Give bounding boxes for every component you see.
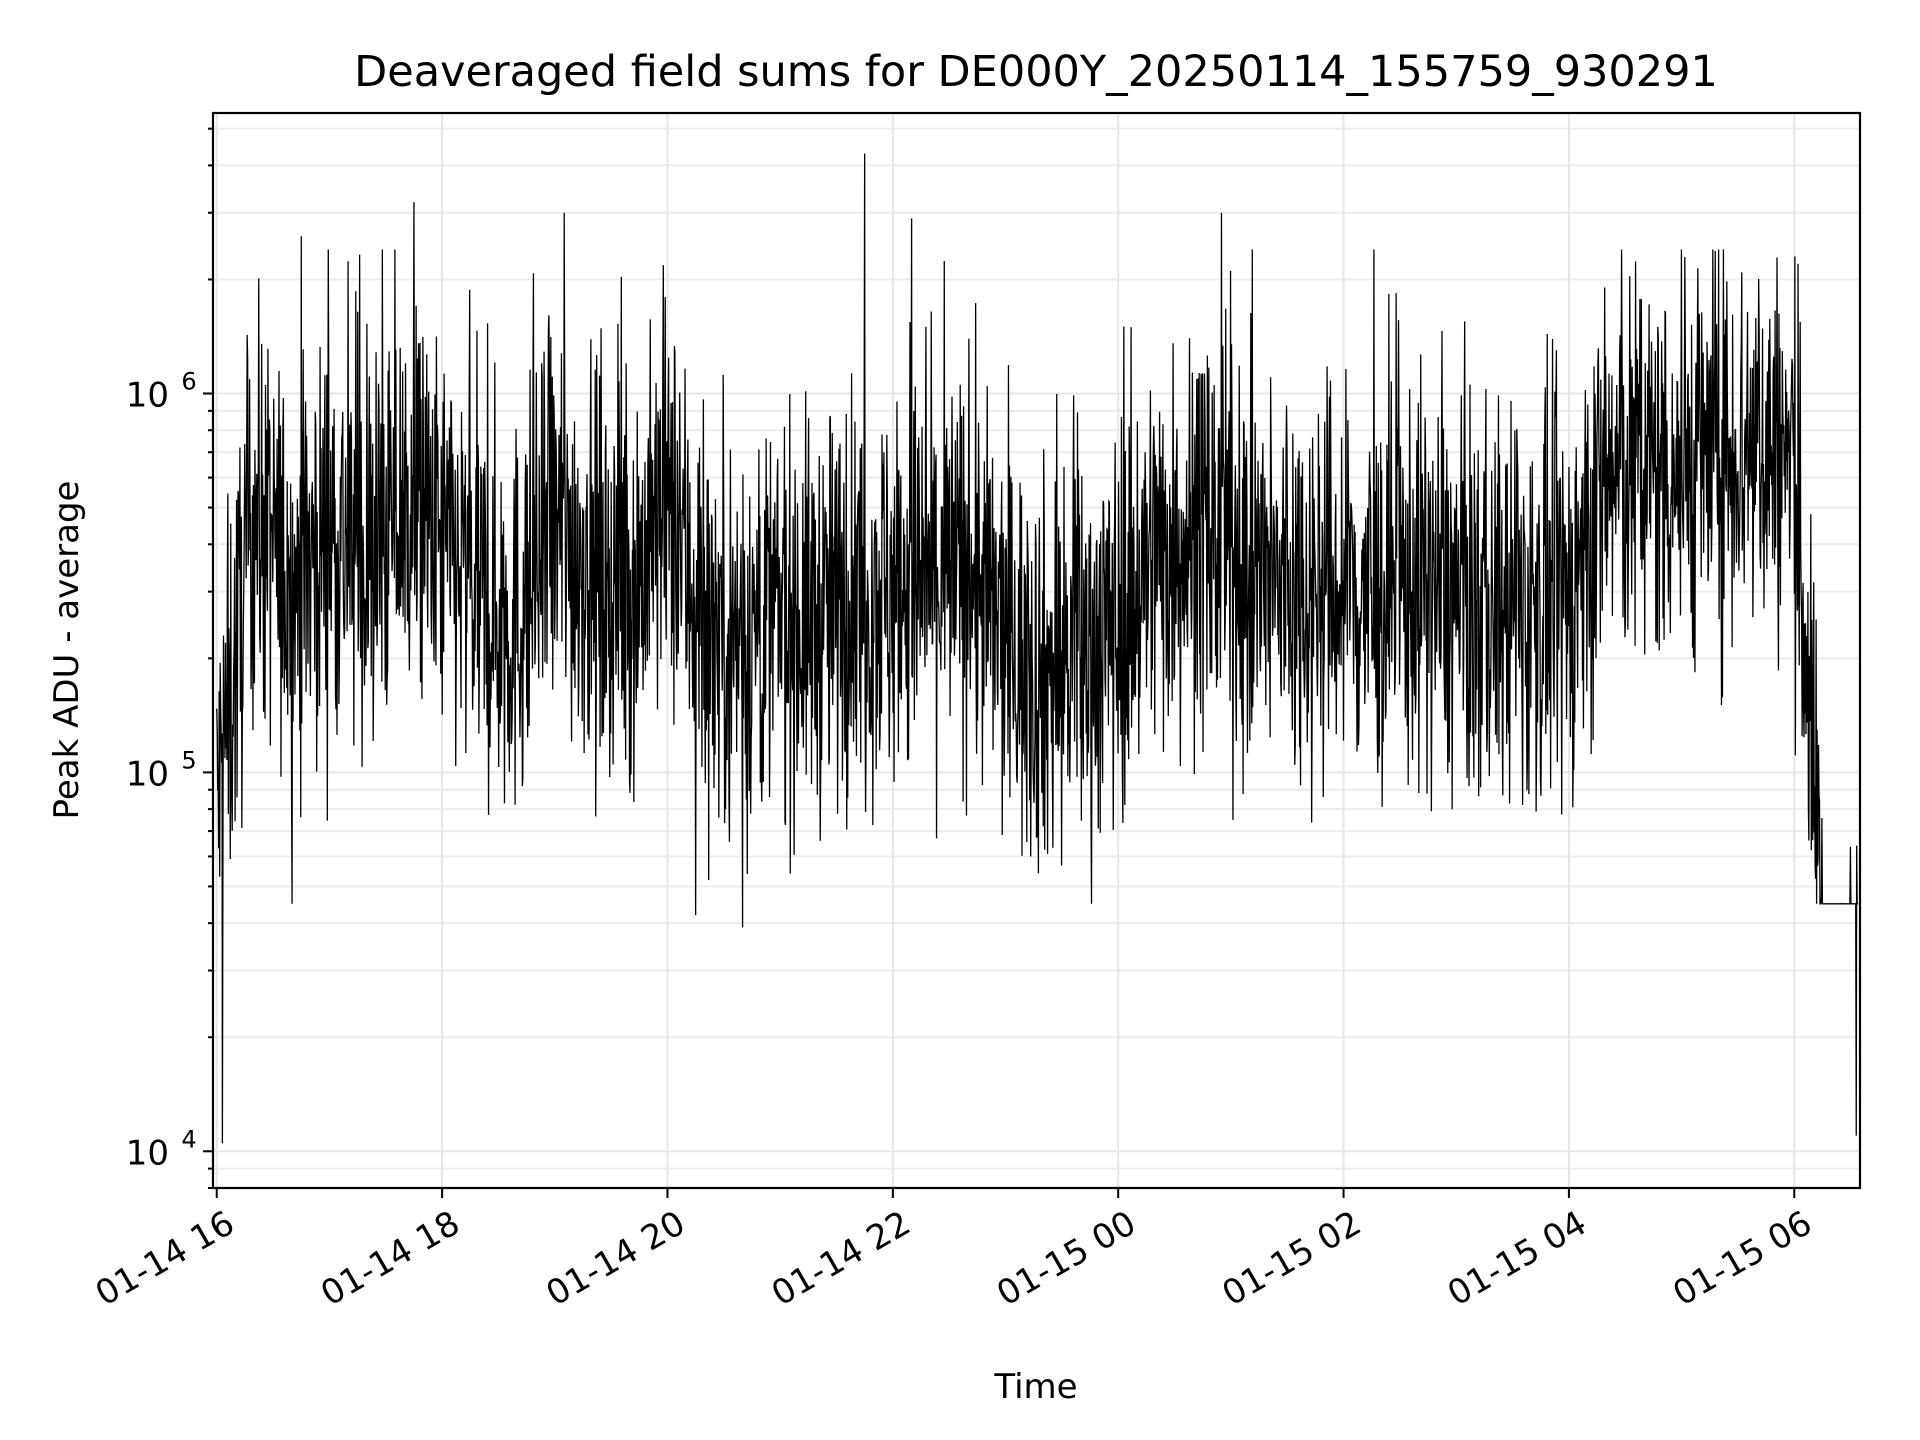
plot-area — [216, 153, 1859, 1144]
y-tick-exponent: 5 — [181, 746, 196, 774]
chart-title: Deaveraged field sums for DE000Y_2025011… — [354, 47, 1718, 97]
y-tick-exponent: 6 — [181, 368, 196, 396]
y-tick-exponent: 4 — [181, 1125, 196, 1153]
y-tick-label: 10 — [126, 376, 169, 416]
plot-frame — [211, 111, 1862, 1190]
x-axis-title: Time — [993, 1367, 1077, 1407]
y-tick-label: 10 — [126, 754, 169, 794]
series-line — [216, 153, 1859, 1144]
y-axis-title: Peak ADU - average — [47, 481, 87, 820]
y-tick-label: 10 — [126, 1133, 169, 1173]
